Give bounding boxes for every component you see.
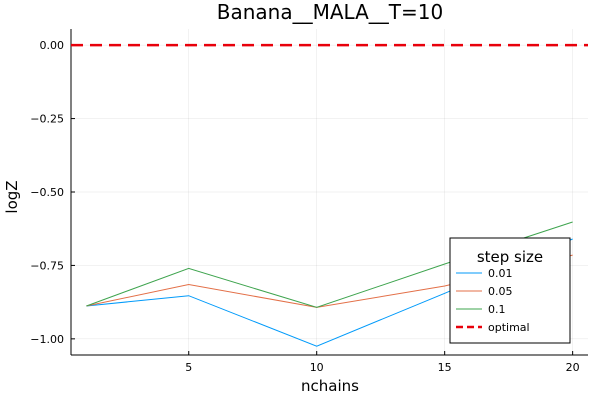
chart-title: Banana__MALA__T=10 (217, 0, 443, 24)
y-tick-label: −0.25 (30, 113, 64, 126)
x-tick-label: 20 (566, 361, 580, 374)
y-tick-label: −0.50 (30, 186, 64, 199)
y-tick-label: 0.00 (40, 39, 65, 52)
x-tick-label: 10 (310, 361, 324, 374)
legend-label: 0.05 (488, 285, 513, 298)
legend-label: 0.1 (488, 303, 506, 316)
x-axis-label: nchains (301, 377, 359, 395)
y-tick-label: −0.75 (30, 259, 64, 272)
axes (70, 29, 588, 356)
x-tick-label: 5 (185, 361, 192, 374)
y-axis-label: logZ (3, 180, 21, 213)
x-tick-label: 15 (438, 361, 452, 374)
tick-labels: 5 10 15 20 0.00 −0.25 −0.50 −0.75 −1.00 (30, 39, 579, 374)
legend-label: optimal (488, 321, 530, 334)
y-tick-label: −1.00 (30, 333, 64, 346)
legend-title: step size (477, 248, 543, 266)
legend-label: 0.01 (488, 267, 513, 280)
